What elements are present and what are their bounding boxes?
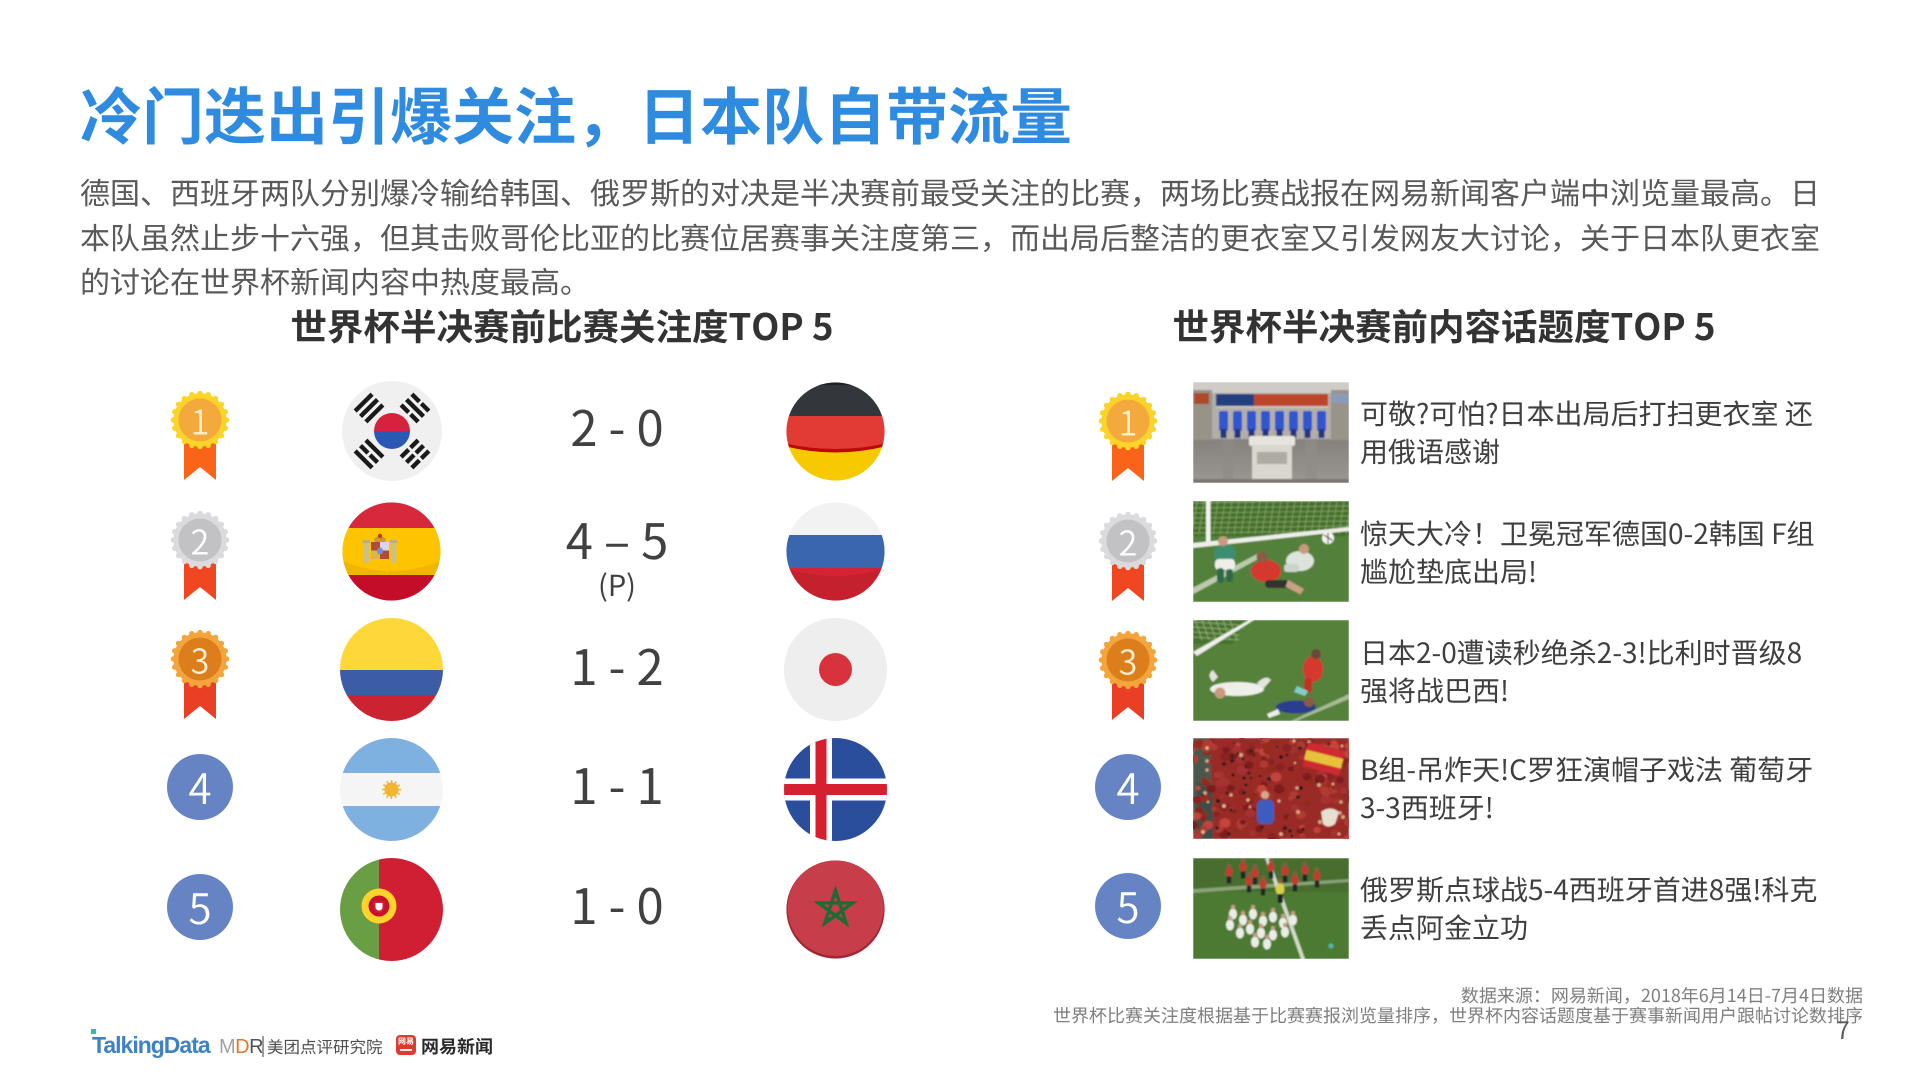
svg-text:2: 2 xyxy=(1119,516,1138,565)
svg-text:2: 2 xyxy=(191,516,210,565)
svg-text:1: 1 xyxy=(191,396,210,445)
svg-text:3: 3 xyxy=(1119,636,1138,685)
svg-text:1: 1 xyxy=(1119,397,1138,446)
svg-text:3: 3 xyxy=(191,635,210,684)
